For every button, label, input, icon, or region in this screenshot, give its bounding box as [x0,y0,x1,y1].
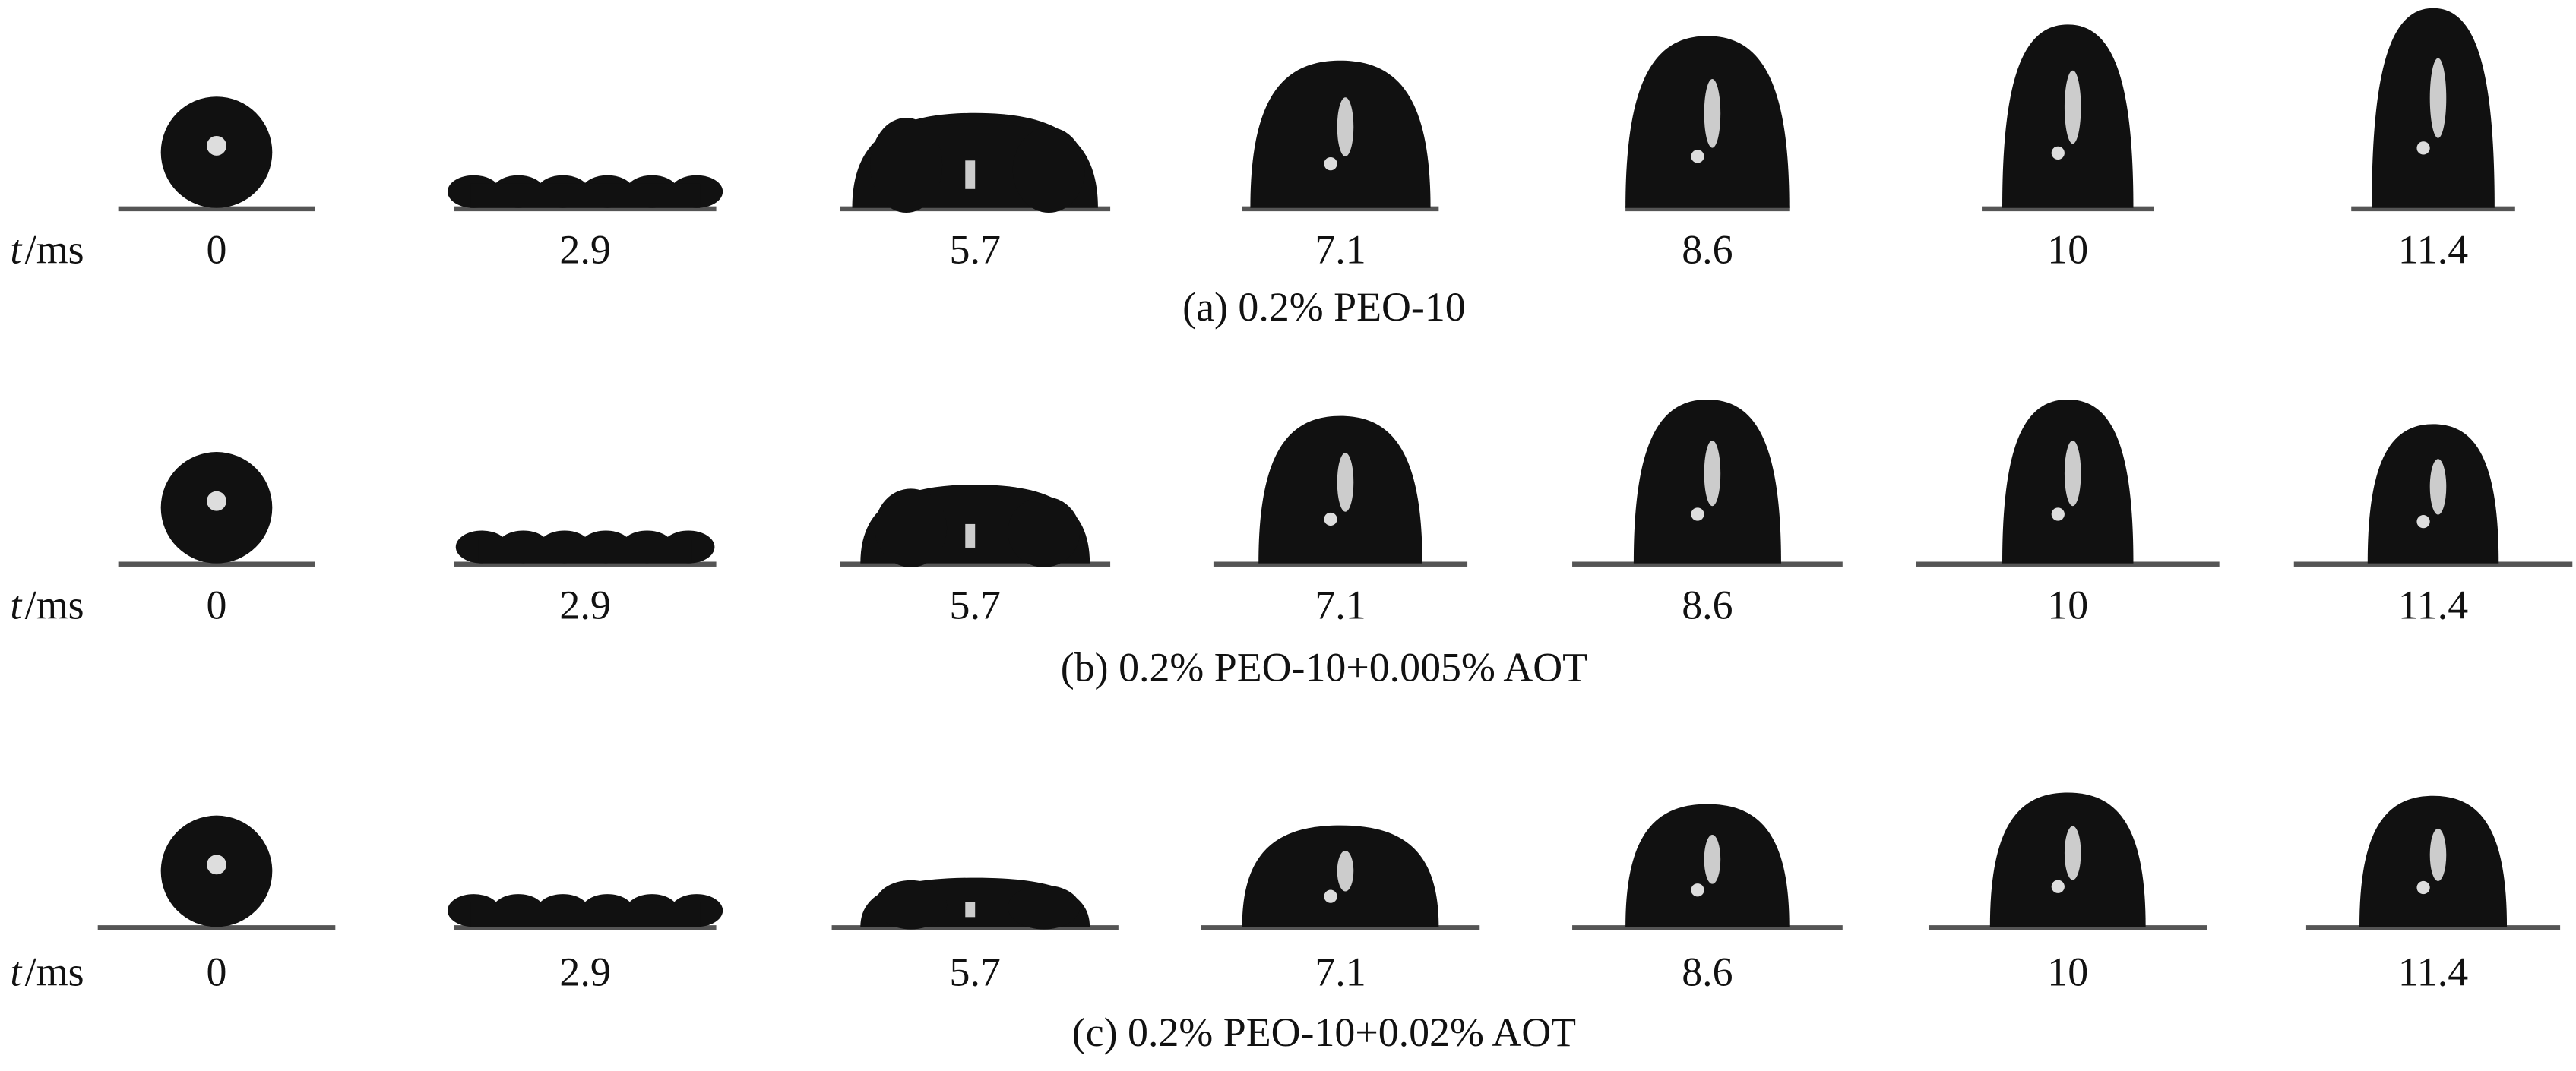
droplet [875,880,948,930]
time-label: 8.6 [1682,582,1733,627]
time-label: 10 [2047,227,2088,273]
substrate [1213,561,1468,567]
highlight [2416,141,2430,155]
droplet [470,183,701,208]
time-label: 5.7 [950,582,1001,627]
substrate [840,561,1111,567]
time-label: 7.1 [1315,227,1366,273]
highlight [1704,835,1721,884]
highlight [2416,515,2430,529]
droplet [1008,496,1081,567]
droplet [470,902,701,927]
highlight [2416,880,2430,895]
droplet [870,118,943,213]
substrate [454,561,717,567]
substrate [454,925,717,930]
time-label: 8.6 [1682,949,1733,994]
substrate [1625,206,1790,212]
time-label: 0 [207,227,227,273]
time-unit: /ms [25,949,84,994]
substrate [831,925,1119,930]
highlight [207,135,226,156]
highlight [2064,70,2081,144]
substrate [118,561,315,567]
highlight [1337,97,1354,156]
time-label: 0 [207,949,227,994]
substrate [1916,561,2220,567]
substrate [2293,561,2573,567]
substrate [1572,561,1843,567]
substrate [454,206,717,212]
droplet [875,488,948,567]
substrate [2351,206,2515,212]
substrate [1572,925,1843,930]
substrate [1201,925,1480,930]
time-label: 11.4 [2398,949,2468,994]
highlight [1691,883,1704,897]
highlight [2429,58,2447,138]
time-label: 10 [2047,582,2088,627]
highlight [1337,453,1354,512]
highlight [965,523,976,548]
highlight [2051,880,2065,893]
highlight [2064,826,2081,880]
highlight [1324,156,1337,171]
time-label: 2.9 [559,949,610,994]
substrate [1928,925,2207,930]
substrate [1982,206,2154,212]
droplet [1008,885,1081,930]
droplet [478,539,692,564]
highlight [2429,828,2447,881]
time-unit: /ms [25,227,84,273]
substrate [840,206,1111,212]
droplet [1012,127,1085,213]
highlight [2429,459,2447,515]
highlight [2051,146,2065,160]
highlight [1337,851,1354,892]
time-label: 10 [2047,949,2088,994]
time-symbol: t [10,582,23,627]
time-unit: /ms [25,582,84,627]
substrate [97,925,336,930]
droplets [97,8,2573,930]
time-label: 5.7 [950,949,1001,994]
time-label: 0 [207,582,227,627]
highlight [2064,440,2081,507]
time-label: 11.4 [2398,227,2468,273]
panel-caption: (b) 0.2% PEO-10+0.005% AOT [1061,644,1587,690]
time-label: 8.6 [1682,227,1733,273]
highlight [1691,150,1704,163]
highlight [1704,440,1721,507]
highlight [2051,507,2065,521]
time-label: 7.1 [1315,582,1366,627]
time-label: 2.9 [559,582,610,627]
highlight [1324,889,1337,903]
time-label: 11.4 [2398,582,2468,627]
substrate [2305,925,2561,930]
highlight [1691,507,1704,521]
substrate [1242,206,1439,212]
panel-caption: (a) 0.2% PEO-10 [1182,284,1466,330]
highlight [965,160,976,189]
time-label: 7.1 [1315,949,1366,994]
panel-caption: (c) 0.2% PEO-10+0.02% AOT [1072,1009,1576,1055]
time-symbol: t [10,949,23,994]
highlight [1704,79,1721,148]
time-label: 2.9 [559,227,610,273]
time-symbol: t [10,227,23,273]
highlight [965,902,976,918]
highlight [207,855,226,875]
highlight [207,491,226,511]
time-label: 5.7 [950,227,1001,273]
highlight [1324,512,1337,526]
substrate [118,206,315,212]
